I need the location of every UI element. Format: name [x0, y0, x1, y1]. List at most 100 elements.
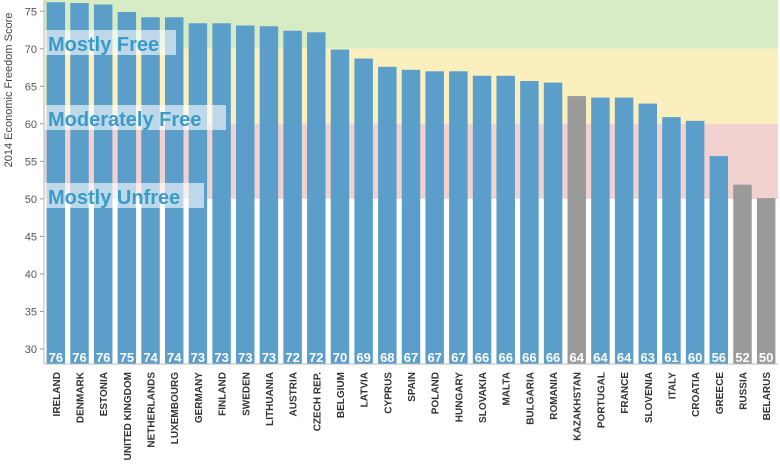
- category-label-16: POLAND: [431, 372, 442, 414]
- value-label-12: 70: [333, 350, 347, 365]
- category-label-21: ROMANIA: [549, 372, 560, 420]
- category-label-29: RUSSIA: [738, 372, 749, 410]
- category-label-15: SPAIN: [407, 372, 418, 402]
- value-label-29: 52: [735, 350, 749, 365]
- bar-21: [543, 82, 563, 364]
- category-label-20: BULGARIA: [525, 372, 536, 425]
- bar-12: [330, 49, 350, 364]
- band-label-layer: Mostly Free Moderately Free Mostly Unfree: [44, 30, 226, 209]
- band-label-box-1: [44, 105, 226, 130]
- value-label-18: 66: [475, 350, 489, 365]
- band-label-box-2: [44, 183, 204, 208]
- bar-18: [472, 75, 492, 364]
- band-label-0: Mostly Free: [48, 34, 159, 56]
- value-label-7: 73: [214, 350, 228, 365]
- bar-16: [425, 71, 444, 365]
- value-label-23: 64: [593, 350, 608, 365]
- category-label-26: ITALY: [667, 372, 678, 400]
- band-label-2: Mostly Unfree: [48, 187, 180, 209]
- value-label-25: 63: [641, 350, 655, 365]
- y-tick-label-1: 35: [25, 306, 37, 318]
- category-label-4: NETHERLANDS: [147, 372, 158, 448]
- x-axis-category-labels: IRELAND DENMARK ESTONIA UNITED KINGDOM NETHE…: [52, 371, 773, 460]
- value-label-13: 69: [356, 350, 370, 365]
- value-label-17: 67: [451, 350, 465, 365]
- category-label-6: GERMANY: [194, 372, 205, 423]
- bar-10: [283, 30, 302, 365]
- bar-19: [496, 75, 515, 364]
- band-label-box-0: [44, 30, 176, 55]
- bar-27: [685, 120, 705, 364]
- bar-17: [449, 71, 468, 365]
- value-label-8: 73: [238, 350, 252, 365]
- category-label-18: SLOVAKIA: [478, 372, 489, 423]
- bar-20: [520, 81, 539, 365]
- category-label-22: KAZAKHSTAN: [573, 372, 584, 441]
- category-label-19: MALTA: [502, 372, 513, 406]
- category-label-12: BELGIUM: [336, 372, 347, 418]
- category-label-17: HUNGARY: [454, 372, 465, 423]
- y-tick-label-5: 55: [25, 156, 37, 168]
- value-label-10: 72: [285, 350, 299, 365]
- value-label-1: 76: [72, 350, 86, 365]
- value-label-30: 50: [759, 350, 773, 365]
- category-label-0: IRELAND: [52, 372, 63, 416]
- y-tick-label-9: 75: [25, 6, 37, 18]
- y-tick-label-4: 50: [25, 194, 37, 206]
- bar-14: [378, 66, 397, 365]
- bar-7: [212, 23, 231, 364]
- category-label-25: SLOVENIA: [644, 372, 655, 423]
- bar-24: [614, 97, 634, 364]
- bar-22: [567, 96, 586, 364]
- bar-23: [591, 97, 610, 364]
- y-axis-title: 2014 Economic Freedom Score: [3, 13, 15, 168]
- band-label-1: Moderately Free: [48, 109, 201, 131]
- value-label-27: 60: [688, 350, 702, 365]
- y-tick-label-8: 70: [25, 44, 37, 56]
- category-label-2: ESTONIA: [99, 372, 110, 416]
- value-label-layer: 76 76 76 75 74 74 73 73 73 73 72 72 70 69 68 67 67 67 66 66…: [49, 350, 774, 365]
- category-label-13: LATVIA: [360, 372, 371, 407]
- value-label-4: 74: [143, 350, 158, 365]
- bar-26: [662, 117, 681, 364]
- value-label-21: 66: [546, 350, 560, 365]
- category-label-24: FRANCE: [620, 372, 631, 414]
- category-label-11: CZECH REP.: [312, 372, 323, 431]
- value-label-9: 73: [262, 350, 276, 365]
- category-label-9: LITHUANIA: [265, 372, 276, 426]
- category-label-14: CYPRUS: [383, 372, 394, 414]
- category-label-7: FINLAND: [218, 372, 229, 416]
- category-label-23: PORTUGAL: [596, 372, 607, 428]
- category-label-1: DENMARK: [76, 371, 87, 423]
- y-tick-label-0: 30: [25, 344, 37, 356]
- value-label-22: 64: [570, 350, 585, 365]
- value-label-5: 74: [167, 350, 182, 365]
- value-label-16: 67: [427, 350, 441, 365]
- bar-9: [259, 26, 279, 365]
- y-tick-label-2: 40: [25, 269, 37, 281]
- value-label-14: 68: [380, 350, 394, 365]
- category-label-10: AUSTRIA: [289, 372, 300, 416]
- category-label-28: GREECE: [715, 372, 726, 415]
- value-label-11: 72: [309, 350, 323, 365]
- category-label-27: CROATIA: [691, 372, 702, 417]
- bar-25: [638, 103, 658, 364]
- category-label-5: LUXEMBOURG: [170, 372, 181, 444]
- y-tick-label-6: 60: [25, 119, 37, 131]
- value-label-26: 61: [664, 350, 678, 365]
- category-label-8: SWEDEN: [241, 372, 252, 416]
- bar-29: [733, 184, 752, 364]
- value-label-2: 76: [96, 350, 110, 365]
- bar-15: [401, 69, 421, 364]
- bar-30: [756, 198, 776, 364]
- category-label-30: BELARUS: [762, 372, 773, 421]
- y-axis: 30 35 40 45 50 55 60 65 70 75: [25, 0, 778, 365]
- value-label-3: 75: [120, 350, 134, 365]
- value-label-19: 66: [498, 350, 512, 365]
- value-label-20: 66: [522, 350, 536, 365]
- value-label-28: 56: [712, 350, 726, 365]
- y-tick-label-3: 45: [25, 231, 37, 243]
- bar-11: [307, 32, 326, 365]
- value-label-15: 67: [404, 350, 418, 365]
